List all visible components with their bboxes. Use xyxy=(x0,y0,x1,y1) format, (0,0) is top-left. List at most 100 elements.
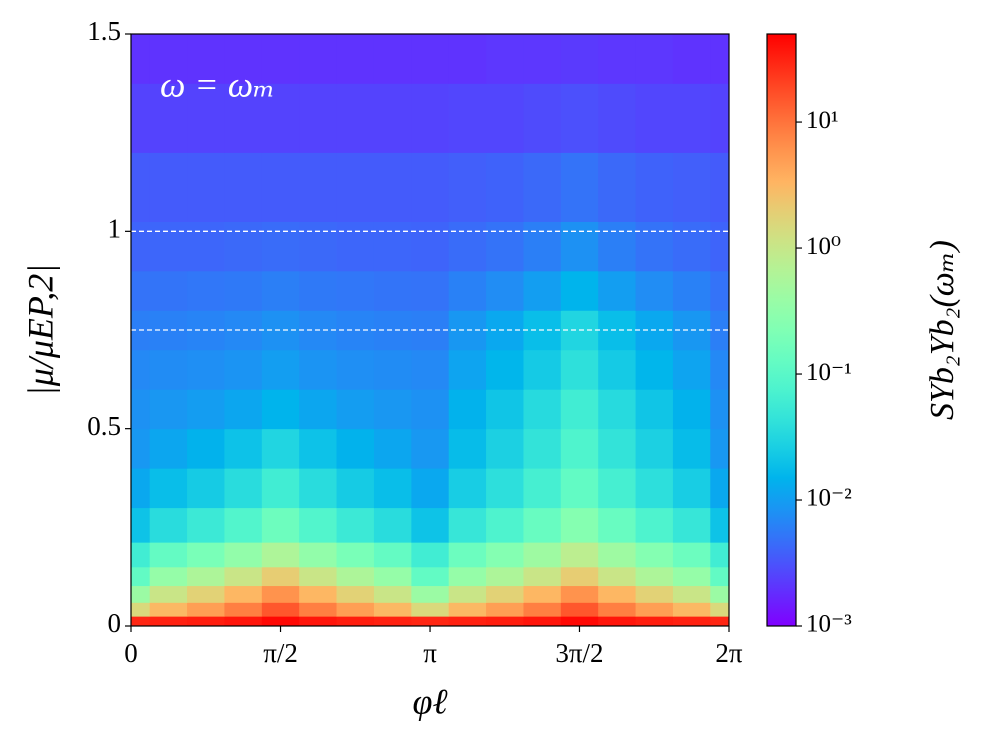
heatmap-cell xyxy=(710,616,730,627)
heatmap-cell xyxy=(672,152,711,222)
heatmap-cell xyxy=(411,507,450,543)
heatmap-cell xyxy=(131,542,151,568)
heatmap-cell xyxy=(411,221,450,272)
heatmap-cell xyxy=(486,585,524,603)
heatmap-cell xyxy=(336,585,375,603)
heatmap-cell xyxy=(411,389,450,430)
heatmap-cell xyxy=(131,152,151,222)
heatmap-cell xyxy=(187,83,225,153)
heatmap-cell xyxy=(635,468,674,509)
heatmap-cell xyxy=(411,152,450,222)
heatmap-cell xyxy=(373,616,412,627)
heatmap-cell xyxy=(448,428,487,469)
heatmap-cell xyxy=(635,221,674,272)
heatmap-cell xyxy=(131,389,151,430)
heatmap-cell xyxy=(224,602,263,617)
heatmap-cell xyxy=(131,270,151,311)
heatmap-cell xyxy=(131,602,151,617)
heatmap-cell xyxy=(336,389,375,430)
heatmap-cell xyxy=(672,566,711,587)
heatmap-cell xyxy=(149,389,188,430)
heatmap-cell xyxy=(486,389,524,430)
heatmap-cell xyxy=(672,83,711,153)
heatmap-cell xyxy=(710,585,730,603)
heatmap-cell xyxy=(149,585,188,603)
heatmap-cell xyxy=(598,585,637,603)
heatmap-cell xyxy=(149,507,188,543)
heatmap-cell xyxy=(131,507,151,543)
heatmap-cell xyxy=(448,34,487,84)
heatmap-cell xyxy=(299,152,338,222)
x-tick-label: 0 xyxy=(124,638,138,668)
heatmap-cell xyxy=(486,34,524,84)
heatmap-cell xyxy=(373,270,412,311)
heatmap-cell xyxy=(224,468,263,509)
heatmap-cell xyxy=(560,428,599,469)
x-tick-label: π xyxy=(423,638,437,668)
heatmap-cell xyxy=(131,585,151,603)
heatmap-cell xyxy=(672,585,711,603)
heatmap-cell xyxy=(299,507,338,543)
heatmap-cell xyxy=(187,270,225,311)
heatmap-cell xyxy=(560,34,599,84)
heatmap-cell xyxy=(710,542,730,568)
heatmap-cell xyxy=(149,616,188,627)
heatmap-cell xyxy=(299,83,338,153)
heatmap-cell xyxy=(523,152,562,222)
heatmap-cell xyxy=(448,221,487,272)
heatmap-cell xyxy=(672,34,711,84)
heatmap-cell xyxy=(560,468,599,509)
heatmap-cell xyxy=(336,221,375,272)
heatmap-cell xyxy=(224,616,263,627)
heatmap-cell xyxy=(523,542,562,568)
heatmap-cell xyxy=(523,585,562,603)
heatmap-cell xyxy=(411,616,450,627)
heatmap-cell xyxy=(299,221,338,272)
heatmap-cell xyxy=(224,270,263,311)
heatmap-cell xyxy=(710,221,730,272)
heatmap-cell xyxy=(598,428,637,469)
heatmap-cell xyxy=(598,507,637,543)
heatmap-cell xyxy=(486,468,524,509)
heatmap-cell xyxy=(373,468,412,509)
heatmap-cell xyxy=(710,389,730,430)
heatmap-cell xyxy=(635,349,674,390)
heatmap-cell xyxy=(560,349,599,390)
heatmap-cell xyxy=(523,507,562,543)
heatmap-cell xyxy=(261,270,300,311)
heatmap-cell xyxy=(598,152,637,222)
heatmap-cell xyxy=(224,389,263,430)
heatmap-cell xyxy=(187,221,225,272)
heatmap-cell xyxy=(448,585,487,603)
heatmap-cell xyxy=(187,349,225,390)
y-tick-label: 1.5 xyxy=(87,16,121,46)
heatmap-cell xyxy=(261,221,300,272)
heatmap-cell xyxy=(336,428,375,469)
heatmap-cell xyxy=(131,428,151,469)
heatmap-cell xyxy=(299,34,338,84)
heatmap-cell xyxy=(560,270,599,311)
heatmap-cell xyxy=(131,616,151,627)
heatmap-cell xyxy=(131,83,151,153)
heatmap-cell xyxy=(187,585,225,603)
heatmap-cell xyxy=(560,542,599,568)
y-tick-label: 1 xyxy=(108,214,122,244)
heatmap-cell xyxy=(486,566,524,587)
heatmap-cell xyxy=(149,602,188,617)
heatmap-cell xyxy=(635,585,674,603)
heatmap-cell xyxy=(672,349,711,390)
heatmap-cell xyxy=(411,602,450,617)
heatmap-cell xyxy=(486,221,524,272)
heatmap-cell xyxy=(261,566,300,587)
heatmap-cell xyxy=(187,507,225,543)
heatmap-cell xyxy=(373,428,412,469)
heatmap-cell xyxy=(635,602,674,617)
heatmap-cell xyxy=(299,566,338,587)
heatmap-cell xyxy=(411,34,450,84)
x-tick-label: 2π xyxy=(715,638,743,668)
heatmap-cell xyxy=(261,507,300,543)
x-tick-label: π/2 xyxy=(263,638,298,668)
heatmap-cell xyxy=(336,602,375,617)
heatmap-cell xyxy=(224,349,263,390)
